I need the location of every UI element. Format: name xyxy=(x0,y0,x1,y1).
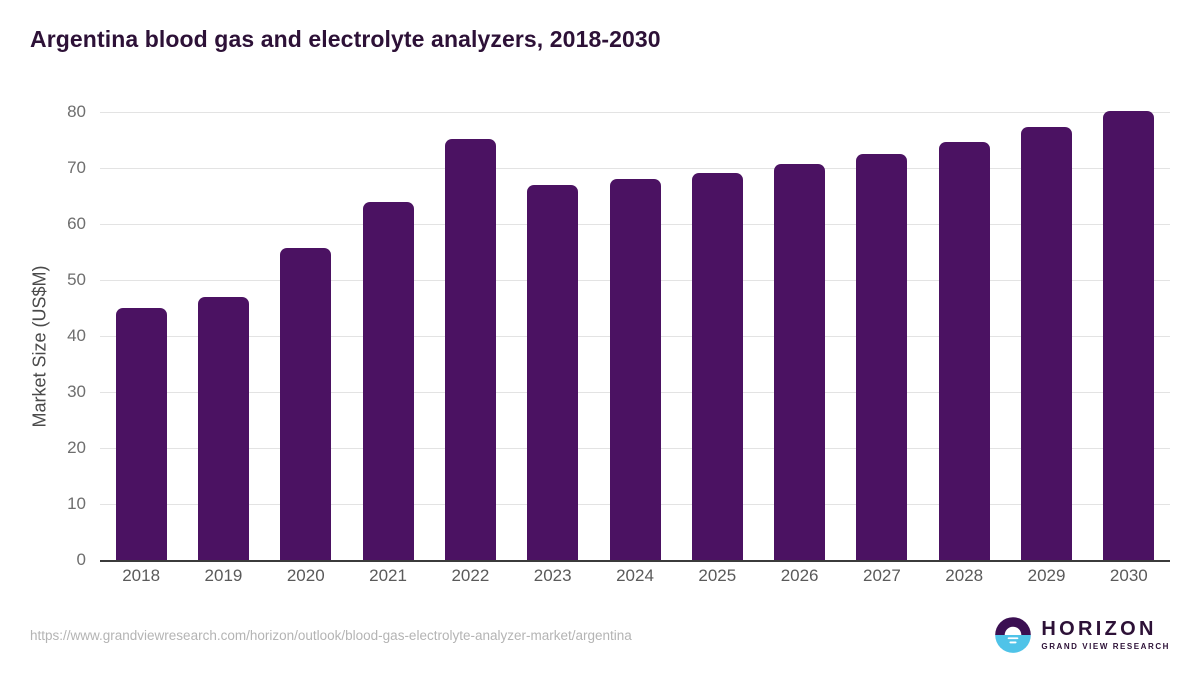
x-axis-tick-label: 2028 xyxy=(945,566,984,585)
bar[interactable] xyxy=(938,141,990,560)
x-axis-tick-label: 2027 xyxy=(863,566,901,585)
bar[interactable] xyxy=(856,154,908,560)
source-url[interactable]: https://www.grandviewresearch.com/horizo… xyxy=(30,628,632,643)
bar-slot xyxy=(527,112,579,560)
bar-slot xyxy=(938,112,990,560)
y-axis-tick-label: 50 xyxy=(67,270,86,289)
logo-wordmark: HORIZON xyxy=(1041,618,1157,640)
bar[interactable] xyxy=(280,247,332,560)
x-axis-tick-label: 2029 xyxy=(1027,566,1066,585)
bar[interactable] xyxy=(197,297,249,560)
y-axis-tick-label: 10 xyxy=(67,494,86,513)
y-axis-tick-label: 80 xyxy=(67,102,86,121)
x-axis-tick-label: 2019 xyxy=(204,566,243,585)
page-title: Argentina blood gas and electrolyte anal… xyxy=(30,26,661,52)
x-axis-tick-labels: 2018 2019 2020 2021 2022 2023 2024 2025 2026 2027… xyxy=(100,566,1170,596)
y-axis-tick-label: 60 xyxy=(67,214,86,233)
bar-slot xyxy=(774,112,826,560)
x-axis-tick-label: 2022 xyxy=(451,566,490,585)
bar-slot xyxy=(1103,110,1155,560)
y-axis-tick-label: 40 xyxy=(67,326,86,345)
bar[interactable] xyxy=(1021,127,1073,560)
bar-slot xyxy=(691,112,743,560)
y-axis-tick-label: 70 xyxy=(67,158,86,177)
x-axis-tick-label: 2025 xyxy=(698,566,737,585)
x-axis-tick-label: 2020 xyxy=(286,566,325,585)
y-axis-tick-label: 30 xyxy=(67,382,86,401)
bar-slot xyxy=(856,112,908,560)
bar[interactable] xyxy=(362,202,414,560)
x-axis-tick-label: 2023 xyxy=(533,566,572,585)
x-axis-tick-label: 2024 xyxy=(616,566,654,585)
bar-slot xyxy=(444,112,496,560)
bar[interactable] xyxy=(444,138,496,560)
y-axis-tick-label: 0 xyxy=(76,550,86,569)
bar[interactable] xyxy=(774,163,826,560)
x-axis-line xyxy=(100,560,1170,562)
bar-slot xyxy=(280,112,332,560)
x-axis-tick-label: 2021 xyxy=(369,566,407,585)
x-axis-tick-label: 2026 xyxy=(780,566,819,585)
bar[interactable] xyxy=(691,173,743,560)
bar-slot xyxy=(197,112,249,560)
bar-slot xyxy=(362,112,414,560)
logo-tagline: GRAND VIEW RESEARCH xyxy=(1041,642,1170,651)
x-axis-tick-label: 2030 xyxy=(1109,566,1148,585)
bar-slot xyxy=(115,112,167,560)
x-axis-tick-label: 2018 xyxy=(122,566,161,585)
y-axis-tick-label: 20 xyxy=(67,438,86,457)
horizon-logo-icon xyxy=(995,617,1032,653)
bar[interactable] xyxy=(527,184,579,560)
bar-series xyxy=(100,110,1170,560)
bar-slot xyxy=(1021,112,1073,560)
y-axis-tick-labels: 0 10 20 30 40 50 60 70 80 xyxy=(0,102,86,569)
horizon-logo: HORIZON GRAND VIEW RESEARCH xyxy=(994,616,1170,654)
bar[interactable] xyxy=(115,308,167,560)
bar-slot xyxy=(609,112,661,560)
horizon-logo-text: HORIZON GRAND VIEW RESEARCH xyxy=(1041,619,1170,651)
bar[interactable] xyxy=(1103,110,1155,560)
bar[interactable] xyxy=(609,179,661,560)
